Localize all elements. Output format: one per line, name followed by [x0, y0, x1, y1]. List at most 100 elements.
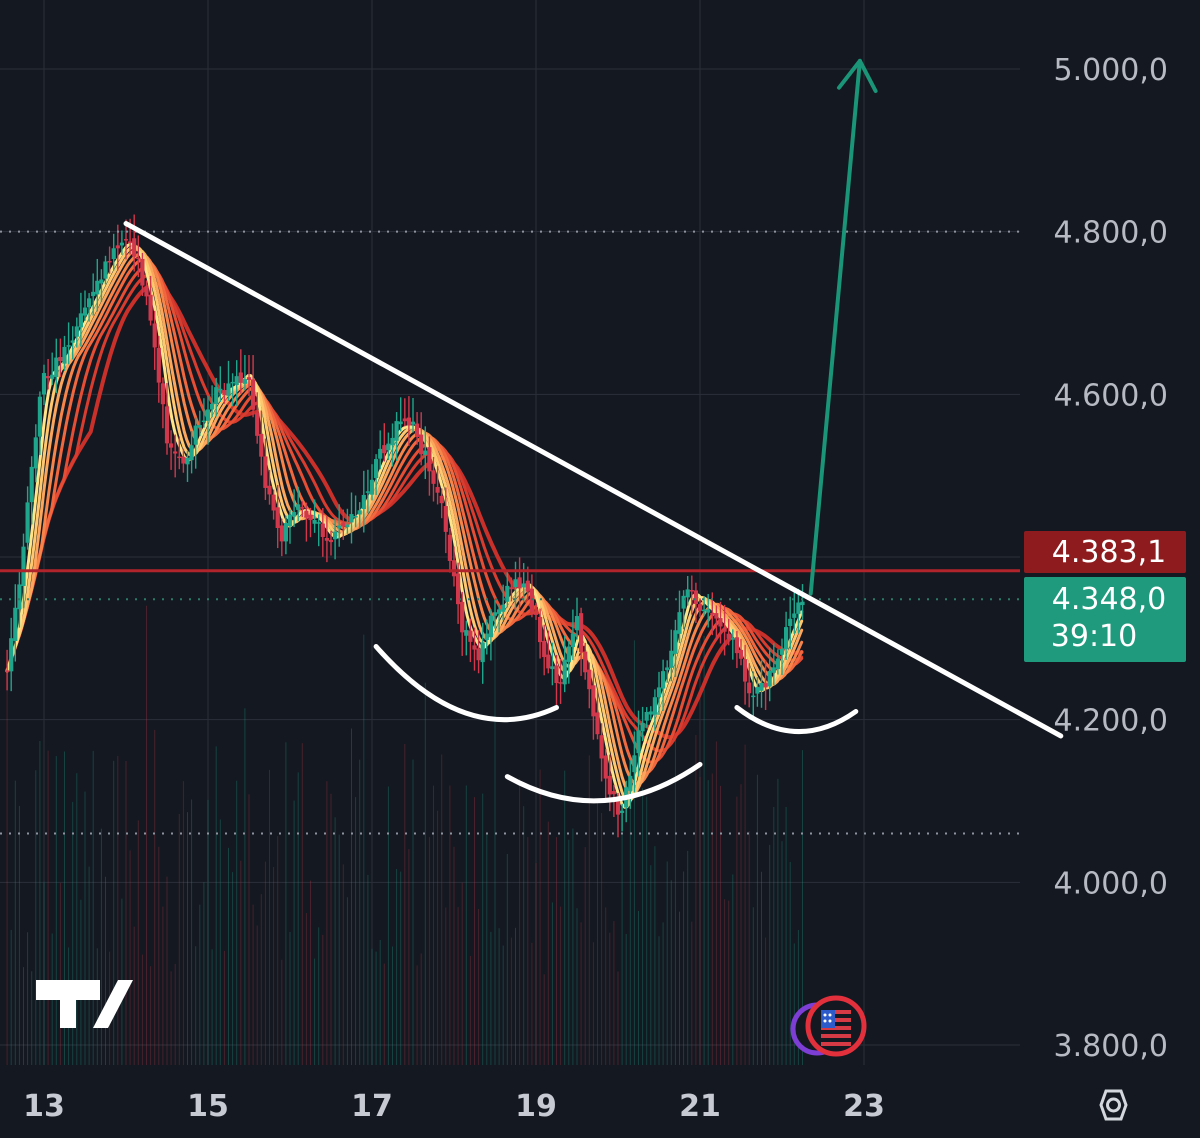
candle-body: [743, 659, 748, 682]
candle-body: [226, 383, 231, 396]
candle-body: [615, 797, 621, 815]
candle-body: [267, 485, 272, 495]
candle-body: [689, 590, 694, 592]
candle-body: [505, 585, 510, 602]
candle-body: [398, 421, 403, 425]
candle-body: [201, 420, 206, 423]
candle-body: [611, 791, 616, 795]
candle-body: [661, 671, 666, 689]
x-axis-tick: 21: [679, 1089, 721, 1124]
candle-body: [800, 601, 805, 606]
candle-body: [205, 409, 211, 421]
candle-body: [283, 523, 288, 542]
candle-body: [74, 326, 79, 337]
candle-body: [714, 613, 719, 619]
candle-body: [103, 261, 108, 279]
candle-body: [702, 609, 707, 612]
candle-body: [148, 294, 153, 321]
candle-body: [296, 504, 301, 510]
candle-body: [488, 615, 493, 638]
candle-body: [41, 373, 47, 395]
candle-body: [251, 379, 256, 410]
axis-layer: 1315171921235.000,04.800,04.600,04.400,0…: [23, 53, 1168, 1124]
candle-body: [796, 602, 801, 614]
x-axis-tick: 17: [351, 1089, 393, 1124]
x-axis-tick: 19: [515, 1089, 557, 1124]
candle-body: [652, 697, 657, 715]
candle-body: [353, 515, 358, 518]
candle-body: [328, 539, 334, 543]
candle-body: [222, 390, 227, 396]
descending-trendline: [123, 221, 1064, 739]
candle-body: [648, 711, 653, 715]
candle-body: [767, 671, 772, 687]
candle-body: [583, 651, 588, 673]
candle-body: [152, 323, 157, 348]
candle-body: [566, 646, 571, 662]
candle-body: [685, 589, 690, 598]
y-axis-tick: 4.600,0: [1053, 378, 1168, 413]
candle-body: [99, 279, 104, 284]
candle-body: [738, 649, 744, 659]
candle-body: [779, 648, 785, 655]
candle-body: [230, 381, 235, 384]
settings-icon[interactable]: [1099, 1089, 1128, 1121]
candle-body: [402, 418, 407, 422]
candle-body: [447, 534, 452, 561]
candle-body: [214, 387, 219, 404]
candle-body: [160, 383, 165, 405]
badge-layer: 4.383,1 4.348,039:10: [1024, 531, 1186, 662]
candle-body: [333, 531, 338, 540]
candle-body: [169, 443, 174, 448]
candle-body: [747, 682, 752, 694]
candle-body: [771, 667, 776, 673]
candle-body: [164, 406, 170, 444]
candle-body: [406, 417, 411, 426]
candle-body: [189, 445, 194, 461]
candle-body: [17, 584, 22, 610]
candle-body: [579, 613, 584, 653]
candle-body: [115, 245, 120, 249]
candle-body: [460, 601, 465, 633]
candle-body: [255, 412, 260, 436]
candle-body: [349, 514, 354, 523]
candle-body: [587, 669, 592, 690]
candle-body: [382, 445, 387, 454]
candle-body: [468, 630, 473, 642]
candle-body: [644, 711, 649, 721]
candle-body: [677, 612, 682, 634]
candle-body: [287, 514, 293, 527]
ribbon-line: [5, 282, 804, 740]
candle-body: [95, 280, 100, 295]
candle-body: [144, 286, 149, 297]
candle-body: [673, 630, 678, 654]
candle-body: [722, 628, 727, 632]
candle-countdown: 39:10: [1051, 619, 1137, 654]
candle-body: [525, 580, 530, 592]
candle-body: [300, 507, 305, 509]
breakout-arrow-line: [808, 58, 862, 596]
candle-body: [136, 257, 141, 260]
candle-body: [369, 479, 375, 495]
candle-body: [533, 613, 539, 615]
level-layer: [0, 230, 1020, 835]
candle-body: [123, 239, 129, 241]
current-price-badge: [1024, 577, 1186, 662]
candle-body: [394, 421, 399, 441]
candle-body: [87, 298, 92, 308]
candle-body: [472, 645, 477, 650]
candle-body: [37, 396, 42, 437]
candle-body: [70, 340, 75, 343]
candle-body: [476, 648, 481, 661]
us-flag-icon[interactable]: [790, 995, 867, 1057]
candle-body: [341, 522, 346, 527]
candle-body: [730, 638, 735, 640]
candle-body: [259, 434, 264, 457]
candle-body: [521, 583, 526, 588]
ribbon-line: [5, 245, 804, 803]
current-high-price: 4.383,1: [1052, 535, 1167, 570]
candle-body: [337, 525, 342, 529]
y-axis-tick: 3.800,0: [1053, 1029, 1168, 1064]
